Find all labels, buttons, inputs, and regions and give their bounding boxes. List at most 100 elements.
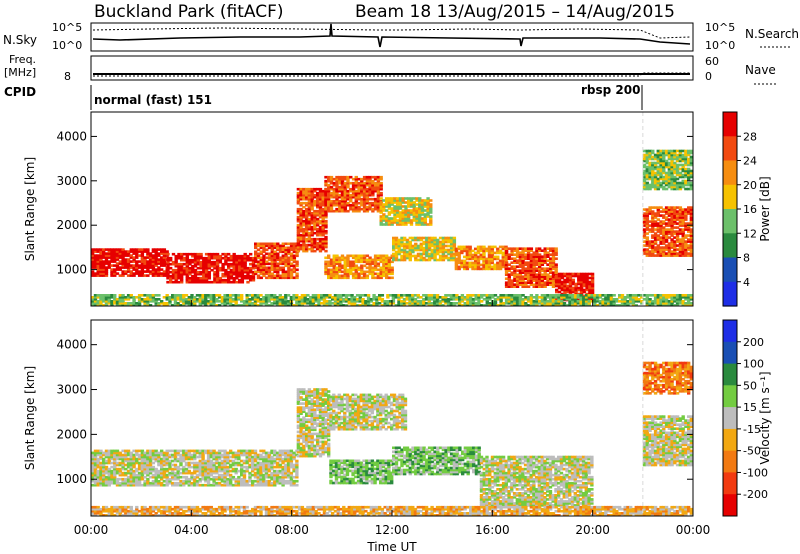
heatmap-cell [551,265,556,268]
heatmap-cell [576,300,580,303]
heatmap-cell [137,296,142,299]
heatmap-cell [615,300,619,303]
heatmap-cell [364,302,368,305]
heatmap-cell [482,259,486,263]
heatmap-cell [667,181,672,185]
heatmap-cell [504,245,508,249]
heatmap-cell [229,274,234,278]
heatmap-cell [426,211,430,214]
heatmap-cell [264,298,269,301]
heatmap-cell [371,268,375,272]
heatmap-cell [104,483,109,487]
heatmap-cell [549,298,553,301]
heatmap-cell [140,248,145,251]
heatmap-cell [107,252,111,255]
heatmap-cell [273,266,277,270]
heatmap-cell [664,218,669,221]
heatmap-cell [251,274,256,278]
heatmap-cell [493,257,497,261]
heatmap-cell [593,294,597,297]
heatmap-cell [397,294,401,297]
heatmap-cell [474,263,478,267]
heatmap-cell [485,249,489,253]
heatmap-cell [412,211,416,214]
heatmap-cell [332,201,336,205]
heatmap-cell [507,279,511,282]
heatmap-cell [357,187,361,191]
heatmap-cell [438,258,443,262]
colorbar-segment [723,184,737,210]
heatmap-cell [160,248,164,251]
heatmap-cell [394,238,399,242]
heatmap-cell [265,272,269,276]
heatmap-cell [107,481,111,485]
heatmap-cell [278,256,283,260]
heatmap-cell [281,298,285,301]
heatmap-cell [166,260,170,264]
heatmap-cell [403,236,407,240]
heatmap-cell [190,302,194,305]
heatmap-cell [430,294,434,297]
heatmap-cell [383,300,387,303]
heatmap-cell [338,189,342,193]
heatmap-cell [507,296,511,299]
heatmap-cell [452,298,456,301]
heatmap-cell [160,250,164,253]
heatmap-cell [573,298,578,301]
heatmap-cell [324,205,328,209]
heatmap-cell [673,220,677,223]
heatmap-cell [102,248,106,251]
heatmap-cell [307,213,312,217]
noise-right-label: N.Search [745,27,799,41]
heatmap-cell [689,240,693,243]
heatmap-cell [166,274,170,278]
heatmap-cell [435,298,440,301]
heatmap-cell [157,304,161,306]
heatmap-cell [538,285,542,288]
heatmap-cell [346,262,350,266]
heatmap-cell [193,300,197,303]
heatmap-cell [193,260,198,264]
heatmap-cell [413,300,418,303]
heatmap-cell [659,149,663,153]
heatmap-cell [281,270,285,274]
heatmap-cell [335,258,339,262]
heatmap-cell [595,300,600,303]
heatmap-cell [670,210,674,213]
heatmap-cell [653,157,658,161]
heatmap-cell [202,270,206,274]
heatmap-cell [645,214,649,217]
heatmap-cell [549,277,553,280]
heatmap-cell [585,272,589,276]
heatmap-cell [418,213,422,216]
heatmap-cell [689,187,693,191]
heatmap-cell [124,258,128,261]
heatmap-cell [684,246,688,249]
heatmap-cell [546,247,550,250]
heatmap-cell [259,304,263,306]
heatmap-cell [659,183,663,187]
heatmap-cell [177,266,181,270]
heatmap-cell [218,268,223,272]
heatmap-cell [681,169,685,173]
heatmap-cell [310,199,314,203]
heatmap-cell [662,157,666,161]
heatmap-cell [265,252,269,256]
heatmap-cell [199,266,203,270]
heatmap-cell [675,187,680,191]
heatmap-cell [560,304,564,306]
heatmap-cell [566,288,570,292]
heatmap-cell [270,252,274,256]
heatmap-cell [104,465,109,469]
heatmap-cell [452,244,457,248]
heatmap-cell [673,304,677,306]
heatmap-cell [392,238,396,242]
heatmap-cell [371,197,375,201]
heatmap-cell [273,300,277,303]
heatmap-cell [169,262,173,266]
heatmap-cell [289,256,294,260]
heatmap-cell [107,477,111,481]
heatmap-cell [433,250,437,254]
heatmap-cell [93,481,98,485]
heatmap-cell [110,248,114,251]
